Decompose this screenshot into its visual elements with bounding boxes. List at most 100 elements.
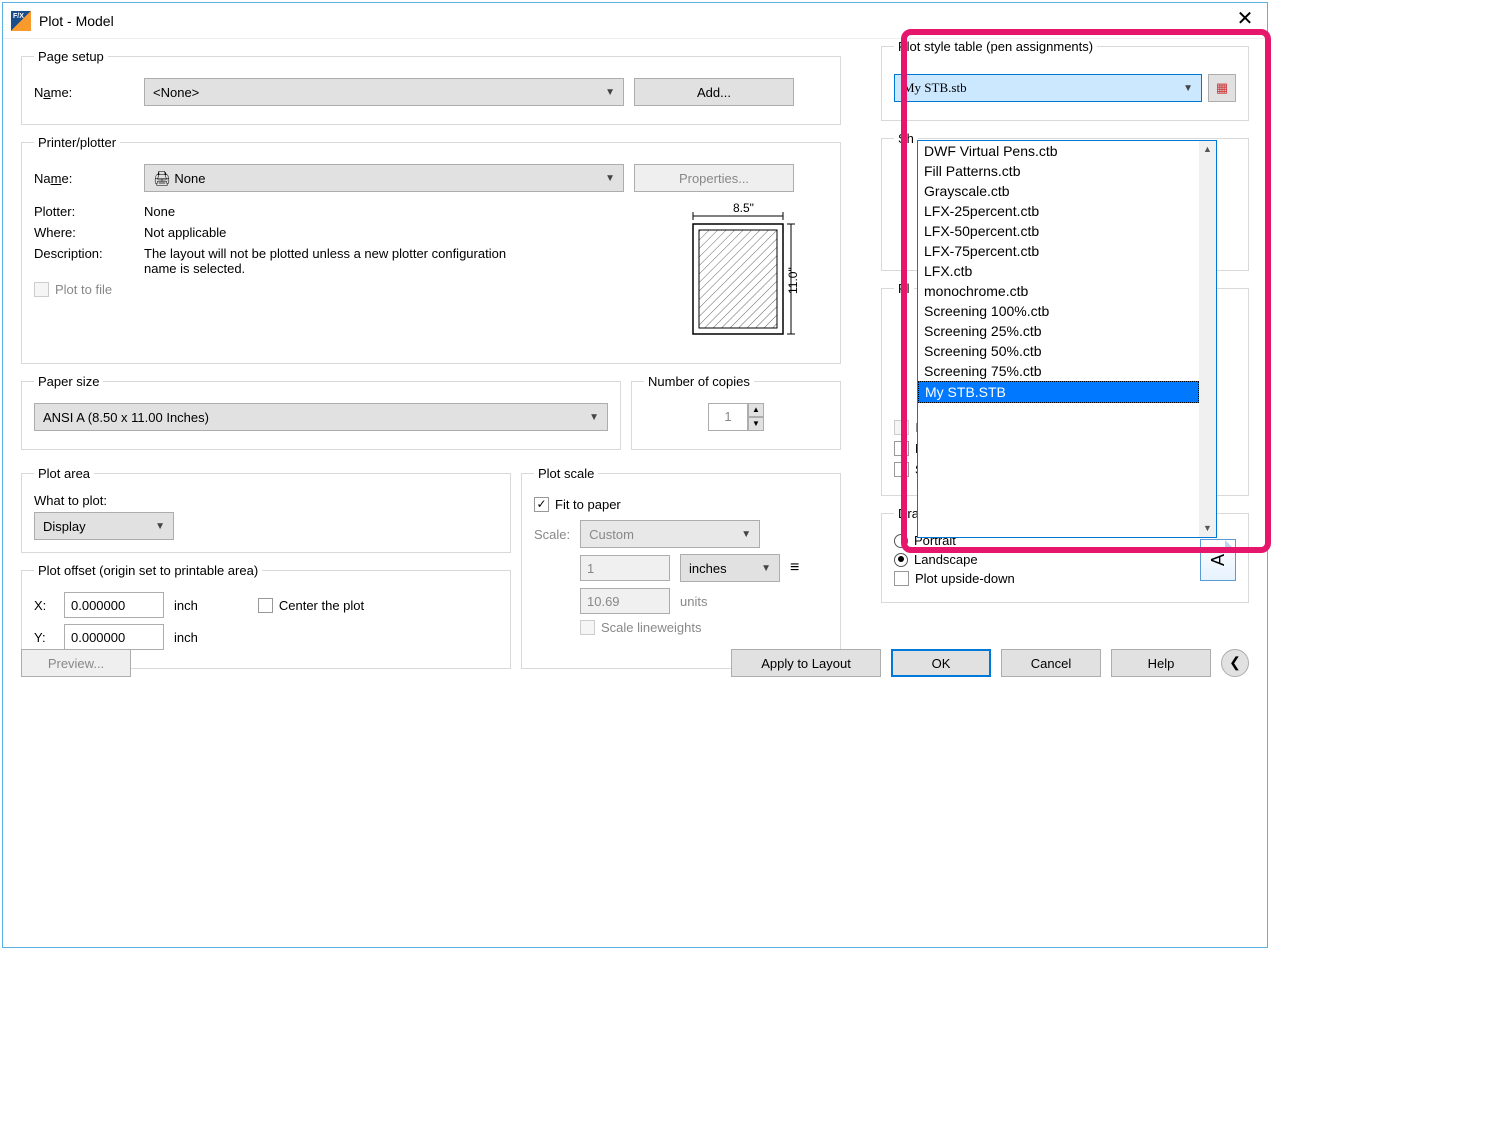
paper-size-combo[interactable]: ANSI A (8.50 x 11.00 Inches) ▼ (34, 403, 608, 431)
scale-val2-input (580, 588, 670, 614)
svg-text:11.0": 11.0" (786, 267, 800, 294)
y-label: Y: (34, 630, 54, 645)
plotter-label: Plotter: (34, 204, 134, 219)
plot-offset-legend: Plot offset (origin set to printable are… (34, 563, 262, 578)
scale-lineweights-label: Scale lineweights (601, 620, 701, 635)
printer-name-label: Name: (34, 171, 72, 186)
copies-group: Number of copies 1 ▲ ▼ (631, 374, 841, 450)
y-input[interactable] (64, 624, 164, 650)
landscape-label: Landscape (914, 552, 978, 567)
equals-icon: ≡ (790, 559, 799, 577)
plot-area-group: Plot area What to plot: Display ▼ (21, 466, 511, 553)
center-plot-label: Center the plot (279, 598, 364, 613)
x-label: X: (34, 598, 54, 613)
plot-dialog: Plot - Model ✕ Page setup Name: <None> ▼… (2, 2, 1268, 948)
dropdown-item[interactable]: My STB.STB (918, 381, 1199, 403)
ok-button[interactable]: OK (891, 649, 991, 677)
page-setup-name-combo[interactable]: <None> ▼ (144, 78, 624, 106)
x-unit: inch (174, 598, 198, 613)
upside-down-checkbox[interactable]: Plot upside-down (894, 571, 1200, 586)
description-label: Description: (34, 246, 134, 261)
page-setup-legend: Page setup (34, 49, 108, 64)
where-label: Where: (34, 225, 134, 240)
center-plot-checkbox[interactable]: Center the plot (258, 598, 364, 613)
orientation-icon: A (1200, 539, 1236, 581)
plot-style-value: My STB.stb (903, 80, 967, 96)
plotter-value: None (144, 204, 175, 219)
fit-to-paper-checkbox[interactable]: Fit to paper (534, 497, 828, 512)
svg-text:8.5": 8.5" (733, 201, 754, 215)
chevron-down-icon: ▼ (761, 563, 771, 574)
titlebar: Plot - Model ✕ (3, 3, 1267, 39)
paper-preview-icon: 8.5" 11.0" (673, 198, 823, 348)
plot-options-legend: Pl (894, 281, 914, 296)
dropdown-item[interactable]: Screening 25%.ctb (918, 321, 1199, 341)
what-to-plot-label: What to plot: (34, 493, 498, 508)
scale-unit-value: inches (689, 561, 727, 576)
copies-legend: Number of copies (644, 374, 754, 389)
where-value: Not applicable (144, 225, 226, 240)
chevron-down-icon: ▼ (741, 529, 751, 540)
apply-button[interactable]: Apply to Layout (731, 649, 881, 677)
properties-button[interactable]: Properties... (634, 164, 794, 192)
plot-style-group: Plot style table (pen assignments) My ST… (881, 39, 1249, 121)
printer-name-combo[interactable]: 🖨 None ▼ (144, 164, 624, 192)
scale-lineweights-checkbox: Scale lineweights (580, 620, 828, 635)
units-label: units (680, 594, 707, 609)
plot-scale-group: Plot scale Fit to paper Scale: Custom ▼ … (521, 466, 841, 669)
dialog-title: Plot - Model (39, 13, 114, 29)
scroll-up-icon[interactable]: ▲ (1199, 141, 1216, 158)
dropdown-item[interactable]: Screening 50%.ctb (918, 341, 1199, 361)
edit-icon: ▦ (1216, 80, 1228, 96)
dropdown-item[interactable]: Screening 100%.ctb (918, 301, 1199, 321)
page-setup-name-value: <None> (153, 85, 199, 100)
x-input[interactable] (64, 592, 164, 618)
scale-label: Scale: (534, 527, 570, 542)
printer-icon: 🖨 (153, 170, 171, 186)
dropdown-item[interactable]: Fill Patterns.ctb (918, 161, 1199, 181)
scale-unit-combo[interactable]: inches ▼ (680, 554, 780, 582)
paper-size-group: Paper size ANSI A (8.50 x 11.00 Inches) … (21, 374, 621, 450)
scroll-down-icon[interactable]: ▼ (1199, 520, 1216, 537)
dropdown-item[interactable]: LFX-75percent.ctb (918, 241, 1199, 261)
what-to-plot-combo[interactable]: Display ▼ (34, 512, 174, 540)
dropdown-item[interactable]: monochrome.ctb (918, 281, 1199, 301)
landscape-radio[interactable]: Landscape (894, 552, 1200, 567)
bottom-buttons: Preview... Apply to Layout OK Cancel Hel… (21, 649, 1249, 677)
plot-style-combo[interactable]: My STB.stb ▼ (894, 74, 1202, 102)
description-value: The layout will not be plotted unless a … (144, 246, 534, 276)
app-icon (11, 11, 31, 31)
plot-area-legend: Plot area (34, 466, 94, 481)
chevron-down-icon: ▼ (605, 173, 615, 184)
dropdown-item[interactable]: LFX.ctb (918, 261, 1199, 281)
dropdown-scrollbar[interactable]: ▲ ▼ (1199, 141, 1216, 537)
plot-to-file-label: Plot to file (55, 282, 112, 297)
spinner-down-icon[interactable]: ▼ (748, 417, 764, 431)
chevron-down-icon: ▼ (1183, 83, 1193, 94)
paper-size-legend: Paper size (34, 374, 103, 389)
copies-spinner[interactable]: 1 ▲ ▼ (708, 403, 764, 431)
plot-to-file-checkbox: Plot to file (34, 282, 661, 297)
dropdown-item[interactable]: LFX-25percent.ctb (918, 201, 1199, 221)
dropdown-item[interactable]: Grayscale.ctb (918, 181, 1199, 201)
printer-plotter-group: Printer/plotter Name: 🖨 None ▼ Propertie… (21, 135, 841, 364)
spinner-up-icon[interactable]: ▲ (748, 403, 764, 417)
plot-style-edit-button[interactable]: ▦ (1208, 74, 1236, 102)
shaded-viewport-legend: Sh (894, 131, 918, 146)
add-button[interactable]: Add... (634, 78, 794, 106)
cancel-button[interactable]: Cancel (1001, 649, 1101, 677)
collapse-icon[interactable]: ❮ (1221, 649, 1249, 677)
fit-to-paper-label: Fit to paper (555, 497, 621, 512)
preview-button: Preview... (21, 649, 131, 677)
plot-style-dropdown[interactable]: DWF Virtual Pens.ctbFill Patterns.ctbGra… (917, 140, 1217, 538)
help-button[interactable]: Help (1111, 649, 1211, 677)
close-icon[interactable]: ✕ (1231, 7, 1259, 35)
copies-value: 1 (708, 403, 748, 431)
dropdown-item[interactable]: DWF Virtual Pens.ctb (918, 141, 1199, 161)
what-to-plot-value: Display (43, 519, 86, 534)
plot-scale-legend: Plot scale (534, 466, 598, 481)
dropdown-item[interactable]: Screening 75%.ctb (918, 361, 1199, 381)
upside-down-label: Plot upside-down (915, 571, 1015, 586)
dropdown-item[interactable]: LFX-50percent.ctb (918, 221, 1199, 241)
chevron-down-icon: ▼ (589, 412, 599, 423)
